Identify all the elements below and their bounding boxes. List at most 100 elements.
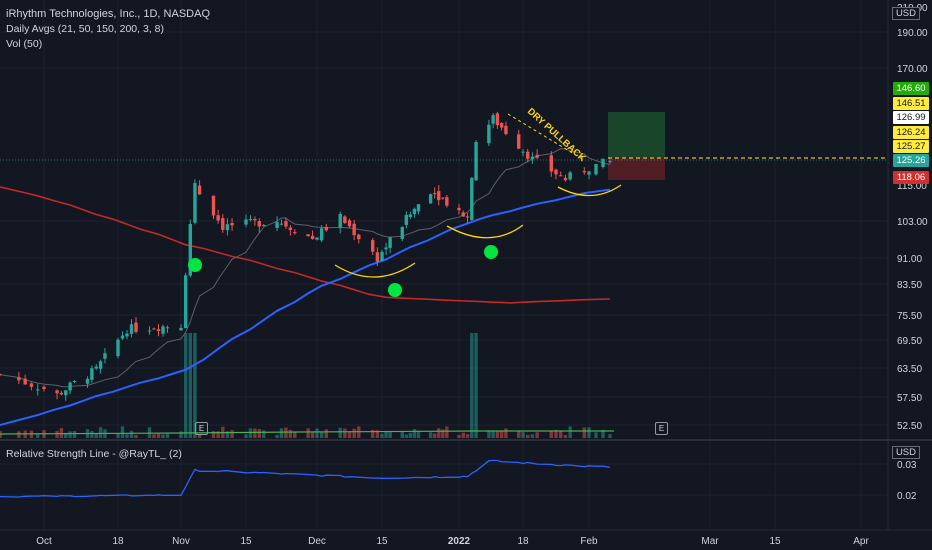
- candle[interactable]: [257, 221, 262, 227]
- candle[interactable]: [441, 197, 445, 199]
- candle[interactable]: [165, 327, 170, 329]
- candle[interactable]: [352, 223, 356, 236]
- candle[interactable]: [284, 221, 288, 227]
- candle[interactable]: [499, 122, 504, 128]
- candle[interactable]: [248, 219, 253, 221]
- candle[interactable]: [601, 158, 605, 167]
- candle[interactable]: [461, 212, 465, 217]
- candle[interactable]: [487, 124, 491, 144]
- candle[interactable]: [293, 232, 297, 234]
- candle[interactable]: [554, 169, 558, 175]
- earnings-marker[interactable]: E: [655, 422, 668, 435]
- candle[interactable]: [225, 224, 230, 231]
- candle[interactable]: [371, 240, 375, 252]
- candle[interactable]: [279, 223, 284, 225]
- currency-badge[interactable]: USD: [891, 7, 920, 20]
- candle[interactable]: [594, 164, 598, 175]
- candle[interactable]: [152, 328, 156, 330]
- candle[interactable]: [55, 390, 59, 394]
- candle[interactable]: [17, 377, 21, 381]
- candle[interactable]: [161, 326, 165, 334]
- candle[interactable]: [23, 378, 27, 385]
- candle[interactable]: [0, 374, 2, 376]
- ma21-line[interactable]: [0, 148, 611, 388]
- candle[interactable]: [457, 207, 461, 211]
- earnings-marker[interactable]: E: [195, 422, 208, 435]
- candle[interactable]: [517, 134, 521, 149]
- candle[interactable]: [465, 216, 470, 218]
- symbol-title[interactable]: iRhythm Technologies, Inc., 1D, NASDAQ: [6, 8, 210, 20]
- candle[interactable]: [400, 226, 404, 240]
- candle[interactable]: [94, 366, 98, 369]
- candle[interactable]: [262, 225, 266, 227]
- candle[interactable]: [530, 156, 535, 160]
- candle[interactable]: [134, 322, 138, 332]
- candle[interactable]: [179, 327, 183, 331]
- candle[interactable]: [230, 222, 234, 226]
- candle[interactable]: [216, 215, 220, 221]
- candle[interactable]: [36, 389, 40, 391]
- candle[interactable]: [324, 226, 328, 231]
- candle[interactable]: [568, 172, 572, 180]
- candle[interactable]: [85, 378, 90, 384]
- loss-zone[interactable]: [608, 157, 665, 180]
- volume-legend[interactable]: Vol (50): [6, 38, 43, 50]
- candle[interactable]: [64, 390, 68, 396]
- relative-strength-line[interactable]: [0, 459, 611, 498]
- candle[interactable]: [549, 155, 553, 172]
- candle[interactable]: [416, 204, 421, 212]
- candle[interactable]: [474, 142, 478, 181]
- candle[interactable]: [384, 247, 388, 250]
- candle[interactable]: [343, 216, 347, 224]
- candle[interactable]: [42, 386, 46, 390]
- candle[interactable]: [211, 195, 216, 216]
- candle[interactable]: [338, 213, 342, 228]
- candle[interactable]: [193, 183, 197, 223]
- candle[interactable]: [521, 151, 525, 153]
- candle[interactable]: [347, 220, 352, 227]
- candle[interactable]: [306, 234, 310, 237]
- candle[interactable]: [470, 177, 474, 221]
- candle[interactable]: [275, 222, 279, 228]
- ma50-line[interactable]: [0, 188, 611, 426]
- candle[interactable]: [559, 175, 563, 177]
- candle[interactable]: [68, 382, 72, 391]
- candles[interactable]: [0, 111, 612, 401]
- candle[interactable]: [315, 237, 319, 240]
- candle[interactable]: [437, 191, 441, 201]
- candle[interactable]: [388, 237, 392, 248]
- candle[interactable]: [526, 151, 530, 159]
- candle[interactable]: [491, 115, 495, 124]
- candle[interactable]: [357, 234, 361, 240]
- candle[interactable]: [29, 383, 34, 387]
- candle[interactable]: [244, 219, 248, 225]
- ma200-line[interactable]: [0, 186, 611, 304]
- candle[interactable]: [563, 177, 568, 181]
- candle[interactable]: [59, 392, 64, 395]
- candle[interactable]: [582, 171, 586, 173]
- candle[interactable]: [147, 330, 152, 332]
- candle[interactable]: [495, 113, 500, 126]
- candle[interactable]: [319, 228, 324, 241]
- candle[interactable]: [404, 214, 409, 225]
- candle[interactable]: [380, 251, 384, 261]
- candle[interactable]: [587, 171, 591, 175]
- indicator-legend[interactable]: Daily Avgs (21, 50, 150, 200, 3, 8): [6, 23, 164, 35]
- rs-currency-badge[interactable]: USD: [891, 446, 920, 459]
- candle[interactable]: [288, 227, 293, 231]
- candle[interactable]: [197, 185, 202, 195]
- candle[interactable]: [428, 194, 433, 204]
- candle[interactable]: [375, 252, 380, 262]
- candle[interactable]: [504, 125, 508, 135]
- candle[interactable]: [120, 335, 125, 339]
- candle[interactable]: [608, 160, 612, 162]
- candle[interactable]: [408, 214, 413, 218]
- candle[interactable]: [125, 333, 129, 337]
- candle[interactable]: [98, 361, 103, 369]
- rs-legend[interactable]: Relative Strength Line - @RayTL_ (2): [6, 448, 182, 460]
- candle[interactable]: [432, 193, 437, 195]
- candle[interactable]: [253, 219, 257, 221]
- candle[interactable]: [445, 197, 449, 206]
